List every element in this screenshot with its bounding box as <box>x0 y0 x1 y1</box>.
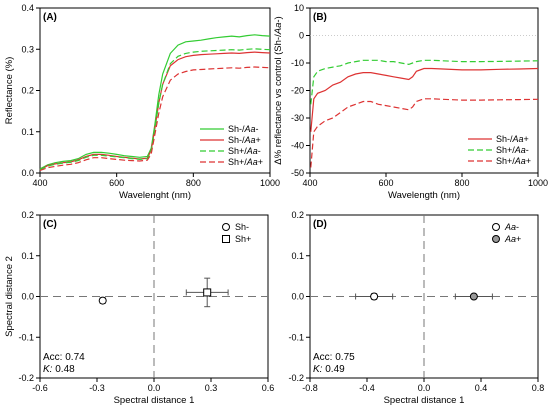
x-tick-label: 0.4 <box>475 383 488 393</box>
panel-label: (C) <box>43 219 57 230</box>
x-tick-label: 800 <box>186 178 201 188</box>
stat-annotation: K: 0.48 <box>43 364 75 375</box>
y-tick-label: -0.2 <box>18 373 34 383</box>
y-tick-label: 0.2 <box>21 86 34 96</box>
y-tick-label: 0.2 <box>291 210 304 220</box>
series-line <box>39 48 271 171</box>
y-tick-label: 0.1 <box>21 127 34 137</box>
y-tick-label: -20 <box>291 86 304 96</box>
y-tick-label: 0.4 <box>21 3 34 13</box>
x-tick-label: -0.6 <box>32 383 48 393</box>
x-tick-label: 600 <box>378 178 393 188</box>
x-tick-label: -0.8 <box>302 383 318 393</box>
y-tick-label: -0.1 <box>288 332 304 342</box>
legend-entry: Sh+ <box>235 234 251 244</box>
y-axis-label: Δ% reflectance vs control (Sh-/Aa-) <box>273 16 284 164</box>
y-tick-label: 0.2 <box>21 210 34 220</box>
y-tick-label: -50 <box>291 168 304 178</box>
x-axis-label: Spectral distance 1 <box>114 395 195 406</box>
x-tick-label: -0.3 <box>89 383 105 393</box>
y-tick-label: -10 <box>291 58 304 68</box>
y-axis-label: Spectral distance 2 <box>4 256 15 337</box>
panel-0: 400 600 800 1000 0.0 0.1 0.2 0.3 0.4 Wavelenght (… <box>4 3 280 201</box>
y-tick-label: 0.0 <box>291 292 304 302</box>
panel-3: -0.8 -0.4 0.0 0.4 0.8 -0.2 -0.1 0.0 0.1 0.2 Spectr… <box>288 210 544 406</box>
data-point <box>370 292 379 301</box>
legend-entry: Aa- <box>504 222 519 232</box>
data-point <box>98 296 107 305</box>
y-tick-label: 0.1 <box>291 251 304 261</box>
y-tick-label: 0.1 <box>21 251 34 261</box>
x-tick-label: 600 <box>109 178 124 188</box>
legend-entry: Sh+/Aa+ <box>496 156 531 166</box>
stat-annotation: Acc: 0.75 <box>313 352 355 363</box>
y-tick-label: -0.2 <box>288 373 304 383</box>
x-axis-label: Spectral distance 1 <box>384 395 465 406</box>
legend-entry: Sh-/Aa+ <box>496 134 529 144</box>
x-tick-label: 0.0 <box>148 383 161 393</box>
x-tick-label: 1000 <box>260 178 280 188</box>
series-line <box>310 98 539 168</box>
panel-2: -0.6 -0.3 0.0 0.3 0.6 -0.2 -0.1 0.0 0.1 0.2 Spectr… <box>4 210 274 406</box>
x-tick-label: 0.8 <box>532 383 545 393</box>
series-line <box>39 51 271 171</box>
x-tick-label: 400 <box>32 178 47 188</box>
y-tick-label: 0 <box>299 31 304 41</box>
stat-annotation: Acc: 0.74 <box>43 352 85 363</box>
legend-entry: Sh+/Aa- <box>496 145 529 155</box>
legend-entry: Sh- <box>235 222 249 232</box>
x-tick-label: 0.3 <box>205 383 218 393</box>
panel-label: (B) <box>313 12 327 23</box>
data-point <box>203 288 212 297</box>
legend-entry: Aa+ <box>504 234 521 244</box>
series-line <box>39 66 271 172</box>
legend-marker <box>492 235 500 243</box>
x-tick-label: 800 <box>454 178 469 188</box>
legend-entry: Sh-/Aa- <box>228 124 259 134</box>
y-tick-label: 10 <box>294 3 304 13</box>
x-tick-label: 400 <box>302 178 317 188</box>
legend-entry: Sh+/Aa- <box>228 146 261 156</box>
series-line <box>310 59 539 105</box>
y-tick-label: -40 <box>291 141 304 151</box>
y-tick-label: 0.3 <box>21 44 34 54</box>
data-point <box>469 292 478 301</box>
y-tick-label: 0.0 <box>21 168 34 178</box>
legend-entry: Sh+/Aa+ <box>228 157 263 167</box>
legend-marker <box>222 223 230 231</box>
x-tick-label: 0.6 <box>262 383 275 393</box>
panel-1: 400 600 800 1000 -50 -40 -30 -20 -10 0 10 Wavelengt… <box>273 3 548 201</box>
y-tick-label: -30 <box>291 113 304 123</box>
y-tick-label: -0.1 <box>18 332 34 342</box>
legend-marker <box>492 223 500 231</box>
stat-annotation: K: 0.49 <box>313 364 345 375</box>
panel-label: (D) <box>313 219 327 230</box>
y-axis-label: Reflectance (%) <box>4 57 15 125</box>
panel-label: (A) <box>43 12 57 23</box>
x-axis-label: Wavelength (nm) <box>388 190 460 201</box>
x-axis-label: Wavelenght (nm) <box>119 190 191 201</box>
series-line <box>39 34 271 170</box>
y-tick-label: 0.0 <box>21 292 34 302</box>
x-tick-label: 0.0 <box>418 383 431 393</box>
legend-marker <box>222 235 230 243</box>
legend-entry: Sh-/Aa+ <box>228 135 261 145</box>
series-line <box>310 67 539 132</box>
x-tick-label: -0.4 <box>359 383 375 393</box>
x-tick-label: 1000 <box>528 178 548 188</box>
